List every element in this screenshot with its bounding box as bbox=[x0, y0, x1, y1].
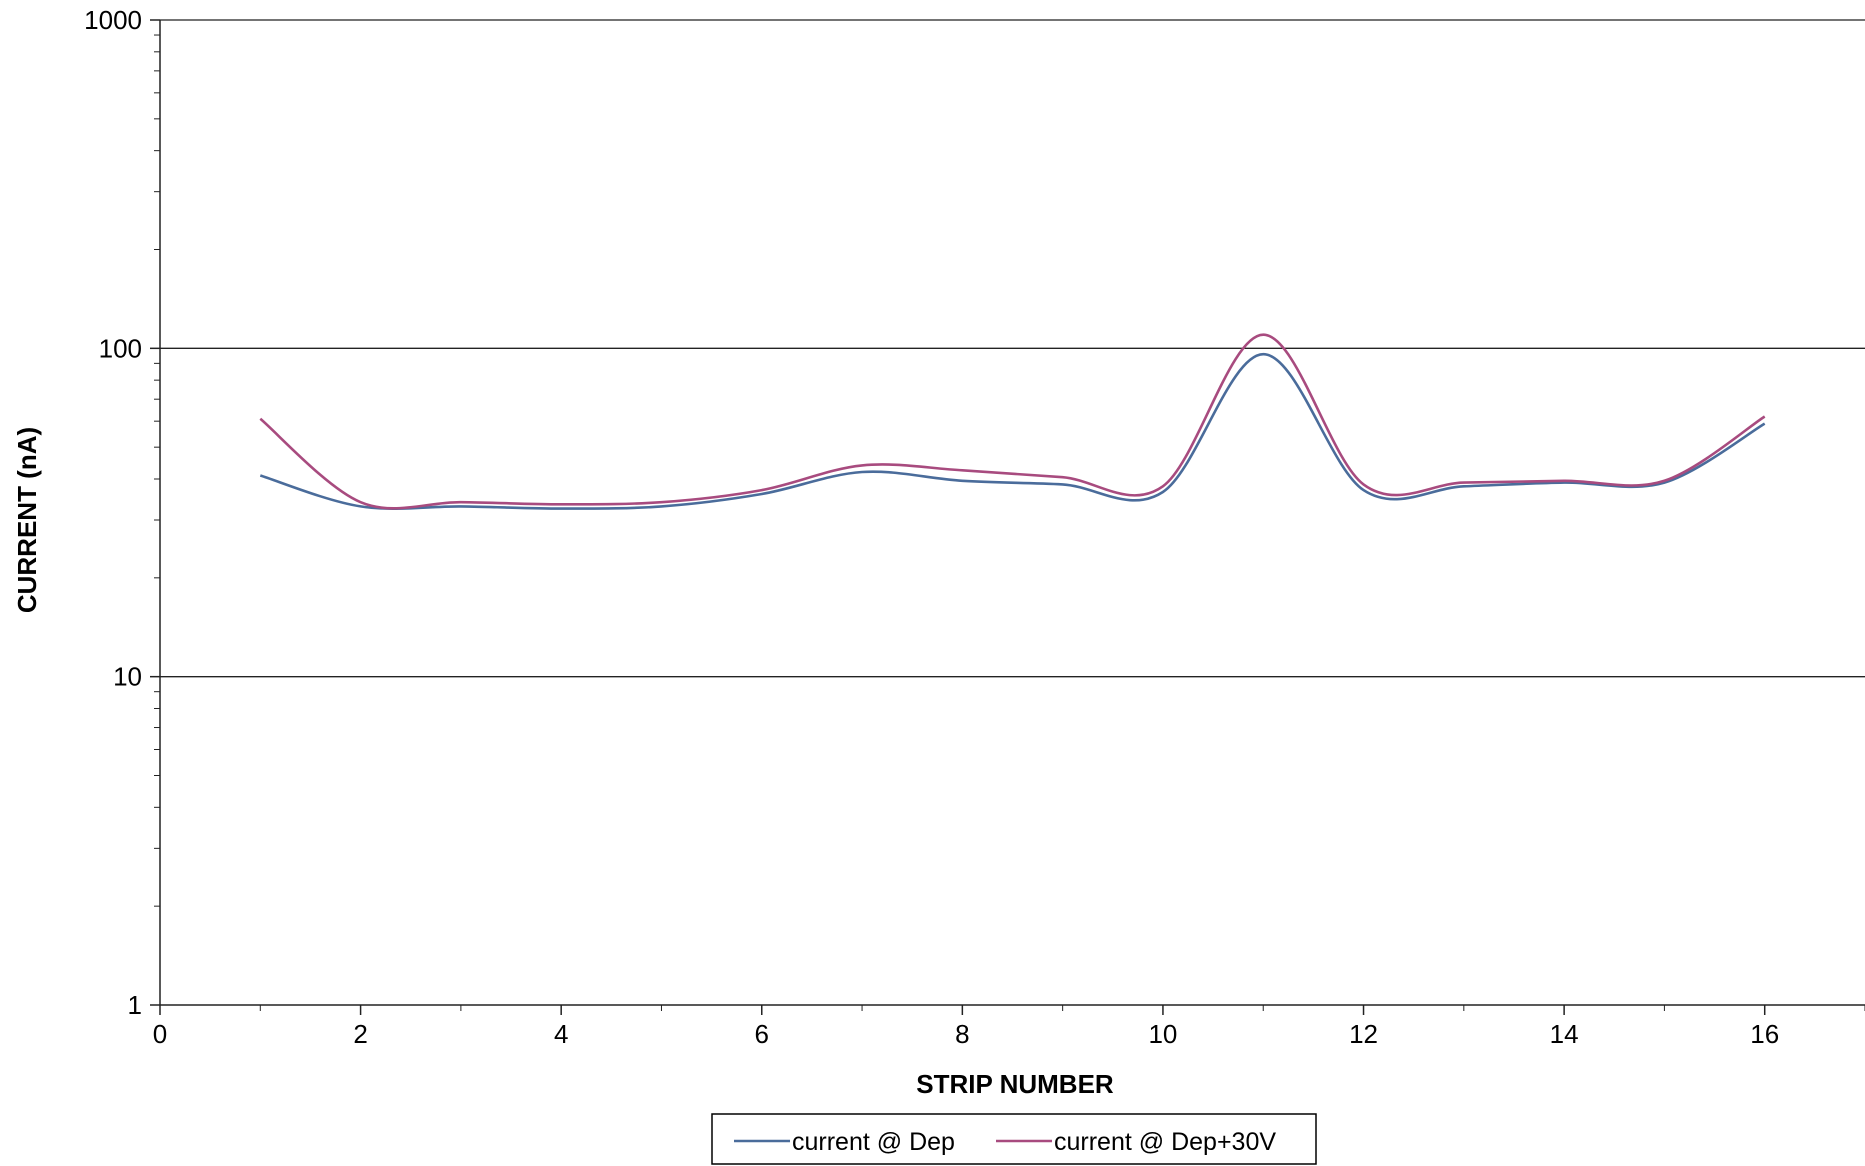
legend-label-dep30: current @ Dep+30V bbox=[1054, 1128, 1276, 1156]
axes bbox=[150, 19, 1865, 1015]
legend-box bbox=[711, 1113, 1317, 1165]
y-tick-label: 1 bbox=[128, 990, 142, 1020]
y-tick-label: 100 bbox=[99, 333, 142, 363]
grid-lines bbox=[160, 19, 1865, 678]
x-tick-label: 12 bbox=[1349, 1019, 1378, 1049]
tick-labels: 1 10 100 1000 0 2 4 6 8 10 12 14 16 bbox=[84, 5, 1779, 1049]
x-tick-label: 8 bbox=[955, 1019, 969, 1049]
x-axis-title: STRIP NUMBER bbox=[916, 1069, 1114, 1099]
x-tick-label: 6 bbox=[755, 1019, 769, 1049]
series-lines bbox=[259, 333, 1766, 510]
x-tick-label: 4 bbox=[554, 1019, 568, 1049]
x-tick-label: 16 bbox=[1750, 1019, 1779, 1049]
x-tick-label: 10 bbox=[1148, 1019, 1177, 1049]
x-tick-label: 14 bbox=[1550, 1019, 1579, 1049]
x-tick-label: 2 bbox=[353, 1019, 367, 1049]
y-tick-label: 1000 bbox=[84, 5, 142, 35]
legend: current @ Dep current @ Dep+30V bbox=[711, 1113, 1317, 1165]
x-tick-label: 0 bbox=[153, 1019, 167, 1049]
series-line-1 bbox=[259, 333, 1766, 510]
y-tick-label: 10 bbox=[113, 662, 142, 692]
y-axis-title: CURRENT (nA) bbox=[12, 427, 42, 613]
legend-label-dep: current @ Dep bbox=[792, 1128, 955, 1156]
series-line-0 bbox=[259, 352, 1766, 510]
